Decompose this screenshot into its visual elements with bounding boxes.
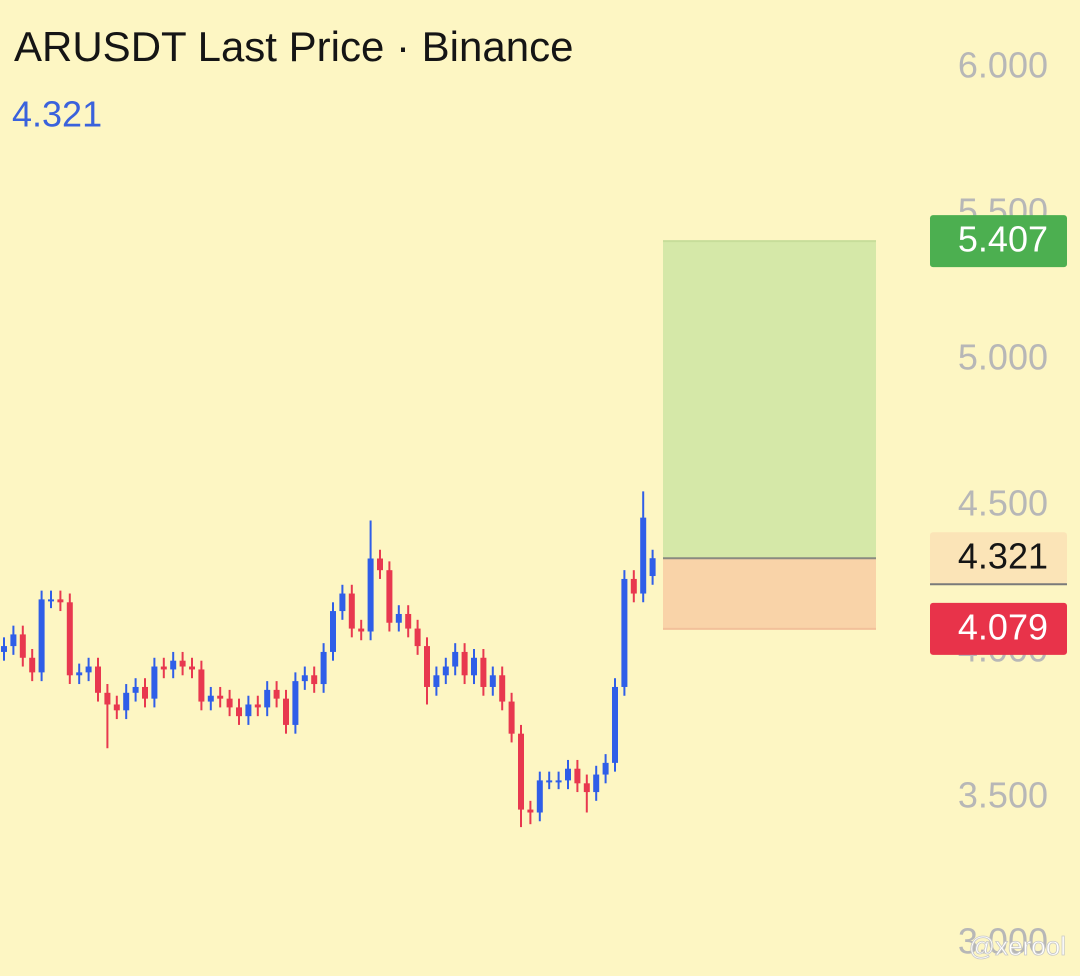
watermark: @xerool (969, 931, 1066, 961)
candle-body (10, 634, 17, 647)
candle-body (245, 704, 252, 717)
candle-body (38, 599, 45, 673)
candle-body (358, 628, 365, 632)
candle-body (565, 768, 571, 781)
candle-body (386, 570, 393, 623)
candle-body (66, 602, 73, 676)
candle-body (518, 733, 524, 810)
y-tick-label: 3.000 (958, 920, 1048, 961)
profit-zone (663, 241, 876, 559)
candle-body (452, 651, 459, 667)
candle-body (377, 558, 383, 571)
candle-body (395, 613, 402, 623)
candle-body (236, 707, 242, 717)
candle-body (151, 666, 158, 699)
candle-body (330, 611, 336, 652)
candle-body (160, 666, 167, 670)
candle-body (480, 657, 487, 687)
last-price-box (930, 532, 1067, 585)
candle-body (179, 660, 186, 667)
candle-body (198, 669, 205, 702)
candle-body (283, 698, 289, 725)
last-price-label: 4.321 (958, 536, 1048, 577)
candle-body (348, 593, 355, 629)
candle-body (217, 695, 224, 699)
stop-price-box (930, 602, 1067, 655)
candle-body (254, 704, 261, 708)
candle-body (640, 517, 647, 594)
candle-body (292, 681, 299, 725)
candle-body (113, 704, 120, 711)
candle-body (311, 675, 318, 685)
candle-body (123, 692, 130, 711)
loss-zone (663, 558, 876, 629)
candle-body (612, 686, 618, 763)
candle-body (301, 675, 308, 682)
candle-body (461, 651, 468, 676)
candle-body (630, 578, 637, 594)
candle-body (593, 774, 600, 793)
candle-body (57, 599, 64, 603)
candle-body (142, 686, 148, 699)
y-tick-label: 3.500 (958, 774, 1048, 815)
y-tick-label: 4.500 (958, 482, 1048, 523)
candle-body (424, 646, 430, 687)
candle-body (508, 701, 515, 734)
candle-body (574, 768, 581, 784)
candle-body (207, 695, 214, 702)
candle-body (527, 809, 534, 813)
candle-body (48, 599, 54, 602)
candle-body (602, 762, 609, 775)
chart-title: ARUSDT Last Price · Binance (14, 23, 573, 70)
candle-body (104, 692, 111, 705)
y-tick-label: 6.000 (958, 45, 1048, 86)
candle-body (433, 675, 440, 687)
candle-body (555, 780, 562, 783)
candle-body (170, 660, 177, 670)
candle-body (471, 657, 477, 676)
candle-body (189, 666, 195, 670)
candle-body (583, 783, 590, 793)
last-price-header: 4.321 (12, 94, 102, 135)
candle-body (536, 780, 543, 813)
candle-body (29, 657, 36, 673)
candle-body (264, 689, 271, 708)
candle-body (76, 672, 83, 676)
candle-body (19, 634, 26, 658)
candle-body (405, 613, 412, 629)
candle-body (367, 558, 374, 632)
candle-body (442, 666, 449, 676)
candle-body (273, 689, 280, 699)
candle-body (339, 593, 346, 612)
candle-body (499, 675, 506, 702)
candle-body (226, 698, 233, 708)
candle-body (95, 666, 101, 693)
candle-body (414, 628, 421, 647)
candle-body (85, 666, 92, 673)
target-price-label: 5.407 (958, 219, 1048, 260)
candle-body (320, 651, 327, 685)
candle-body (546, 780, 553, 783)
target-price-box (930, 215, 1067, 268)
candle-body (1, 646, 7, 652)
stop-price-label: 4.079 (958, 606, 1048, 647)
candle-body (132, 686, 139, 693)
candle-body (649, 558, 656, 577)
y-tick-label: 5.000 (958, 336, 1048, 377)
candle-body (489, 675, 496, 687)
candle-body (621, 578, 628, 687)
